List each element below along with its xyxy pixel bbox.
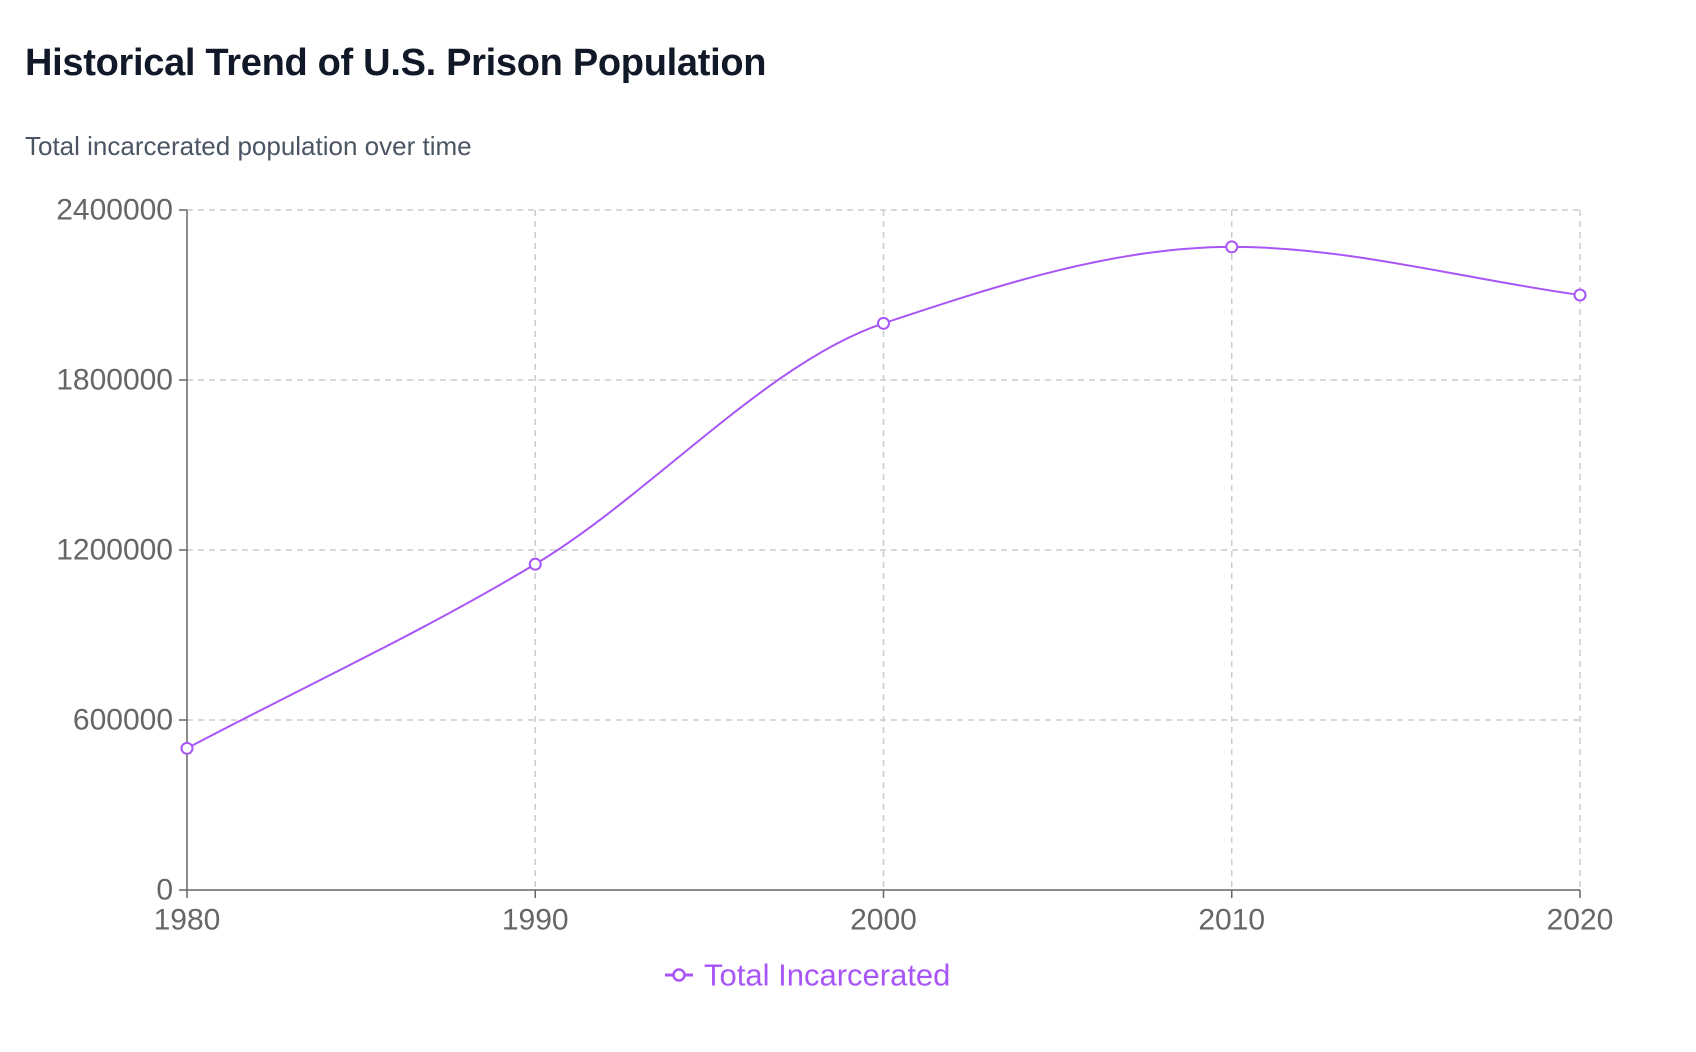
data-point[interactable]	[1573, 288, 1587, 302]
data-point[interactable]	[877, 316, 890, 330]
data-points	[180, 240, 1587, 755]
series-lines	[186, 245, 1581, 750]
x-tick-label: 1990	[502, 904, 569, 937]
y-tick-label: 1200000	[56, 534, 173, 567]
y-tick-label: 2400000	[56, 194, 173, 227]
x-tick-label: 1980	[154, 904, 221, 937]
x-tick-label: 2020	[1547, 904, 1614, 937]
data-point[interactable]	[1225, 240, 1239, 254]
y-tick-label: 0	[156, 874, 173, 907]
axes: 0 600000 1200000 1800000 2400000 1980 1990 2000…	[56, 194, 1613, 937]
y-tick-label: 600000	[73, 704, 173, 737]
chart-title: Historical Trend of U.S. Prison Populati…	[25, 42, 767, 84]
x-tick-label: 2010	[1198, 904, 1265, 937]
legend[interactable]: Total Incarcerated	[665, 958, 950, 993]
data-point[interactable]	[180, 741, 194, 755]
series-line	[186, 245, 1581, 750]
x-tick-label: 2000	[850, 904, 917, 937]
chart-subtitle: Total incarcerated population over time	[25, 131, 472, 161]
data-point[interactable]	[528, 557, 542, 571]
legend-swatch-marker	[672, 968, 686, 982]
grid-lines	[187, 209, 1581, 890]
y-tick-label: 1800000	[56, 364, 173, 397]
legend-label: Total Incarcerated	[704, 958, 950, 993]
